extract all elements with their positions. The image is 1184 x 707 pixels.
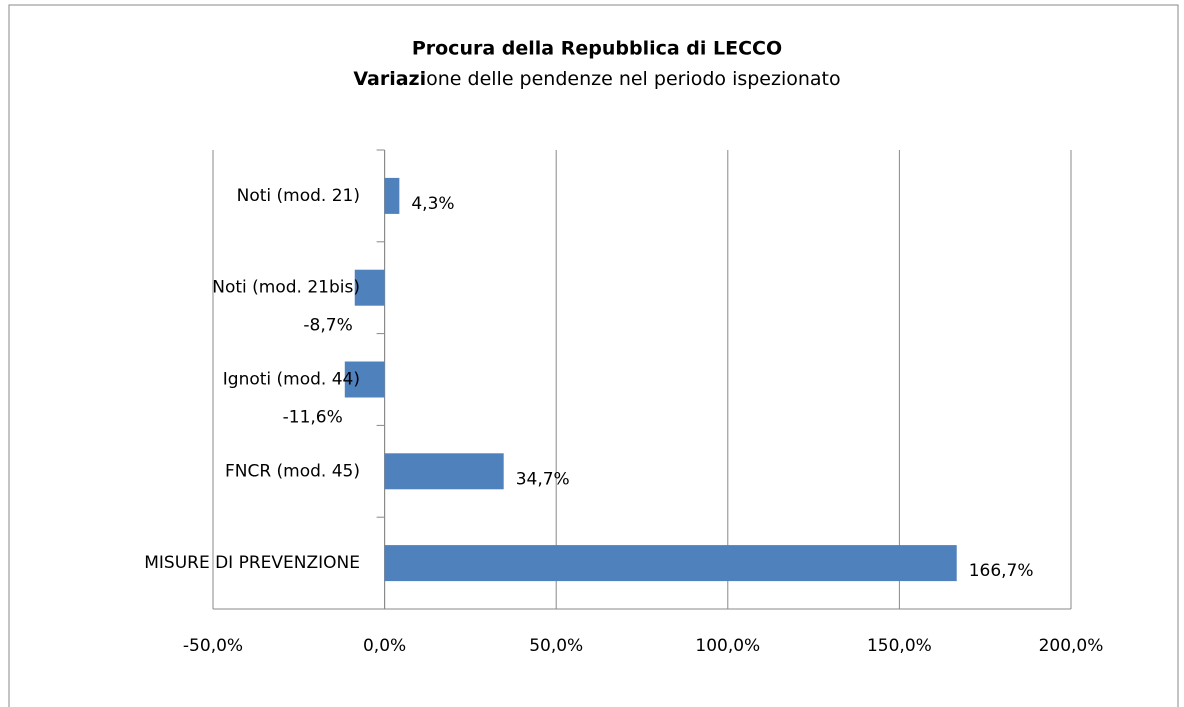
bar (354, 269, 385, 306)
bar (384, 545, 957, 582)
x-tick-label: 200,0% (1039, 636, 1104, 656)
y-tick-label: MISURE DI PREVENZIONE (144, 553, 360, 573)
data-label: -8,7% (303, 316, 352, 336)
y-tick-label: FNCR (mod. 45) (225, 461, 360, 481)
y-tick-label: Noti (mod. 21bis) (212, 278, 360, 298)
bar (384, 453, 504, 490)
x-tick-label: -50,0% (183, 636, 243, 656)
chart-frame (8, 4, 1179, 707)
subtitle-bold: Variazi (353, 68, 426, 90)
x-tick-label: 100,0% (695, 636, 760, 656)
x-tick-label: 50,0% (529, 636, 583, 656)
data-label: 4,3% (411, 194, 454, 214)
chart-subtitle: Variazione delle pendenze nel periodo is… (353, 68, 840, 90)
data-label: -11,6% (283, 408, 343, 428)
x-tick-label: 0,0% (363, 636, 406, 656)
data-label: 34,7% (516, 469, 570, 489)
y-tick-label: Ignoti (mod. 44) (223, 370, 360, 390)
bar (384, 177, 400, 214)
data-label: 166,7% (969, 561, 1034, 581)
subtitle-rest: one delle pendenze nel periodo ispeziona… (426, 68, 841, 90)
x-tick-label: 150,0% (867, 636, 932, 656)
bar (344, 361, 385, 398)
chart-title: Procura della Repubblica di LECCO (412, 38, 782, 60)
y-tick-label: Noti (mod. 21) (237, 186, 360, 206)
